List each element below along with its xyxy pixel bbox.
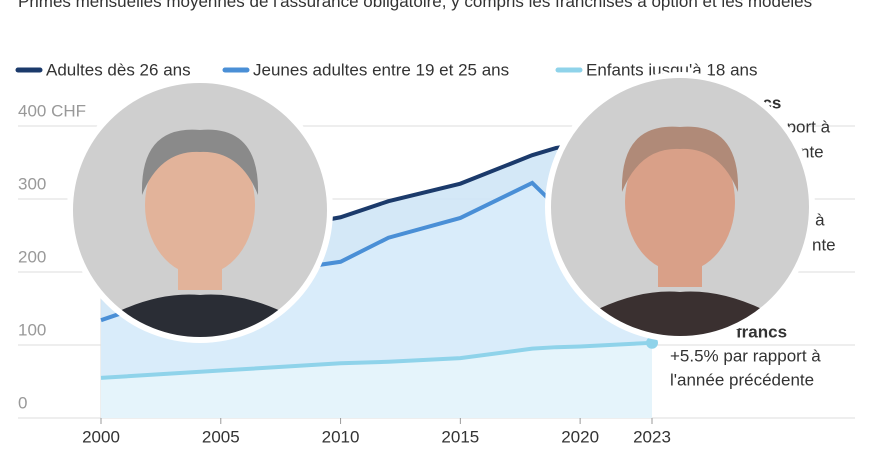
- legend-label: Enfants jusqu'à 18 ans: [586, 60, 757, 79]
- annotation: nte: [812, 235, 836, 254]
- y-tick-label: 200: [18, 247, 46, 266]
- annotation: +5.5% par rapport à: [670, 346, 821, 365]
- line: [100, 340, 653, 380]
- y-tick-label: 100: [18, 320, 46, 339]
- face: [145, 135, 255, 275]
- end-dot: [646, 336, 658, 349]
- annotation: nte: [800, 142, 824, 161]
- annotation: l'année précédente: [670, 370, 814, 389]
- y-tick-label: 400 CHF: [18, 101, 86, 120]
- face: [625, 132, 735, 272]
- chart-title: Primes mensuelles moyennes de l'assuranc…: [18, 0, 813, 11]
- photo-border: [545, 72, 815, 342]
- x-tick-label: 2020: [561, 427, 599, 446]
- hair: [621, 126, 739, 192]
- photo: [67, 77, 333, 343]
- photo: [545, 72, 815, 342]
- y-tick-label: 0: [18, 393, 27, 412]
- x-tick-label: 2010: [322, 427, 360, 446]
- x-tick-label: 2005: [202, 427, 240, 446]
- x-tick-label: 2000: [82, 427, 120, 446]
- annotation: francs: [736, 322, 787, 341]
- x-tick-label: 2015: [441, 427, 479, 446]
- legend-label: Adultes dès 26 ans: [46, 60, 191, 79]
- y-tick-label: 300: [18, 174, 46, 193]
- area: [101, 342, 652, 418]
- x-tick-label: 2023: [633, 427, 671, 446]
- legend-label: Jeunes adultes entre 19 et 25 ans: [253, 60, 509, 79]
- photo-border: [67, 77, 333, 343]
- hair: [141, 129, 259, 195]
